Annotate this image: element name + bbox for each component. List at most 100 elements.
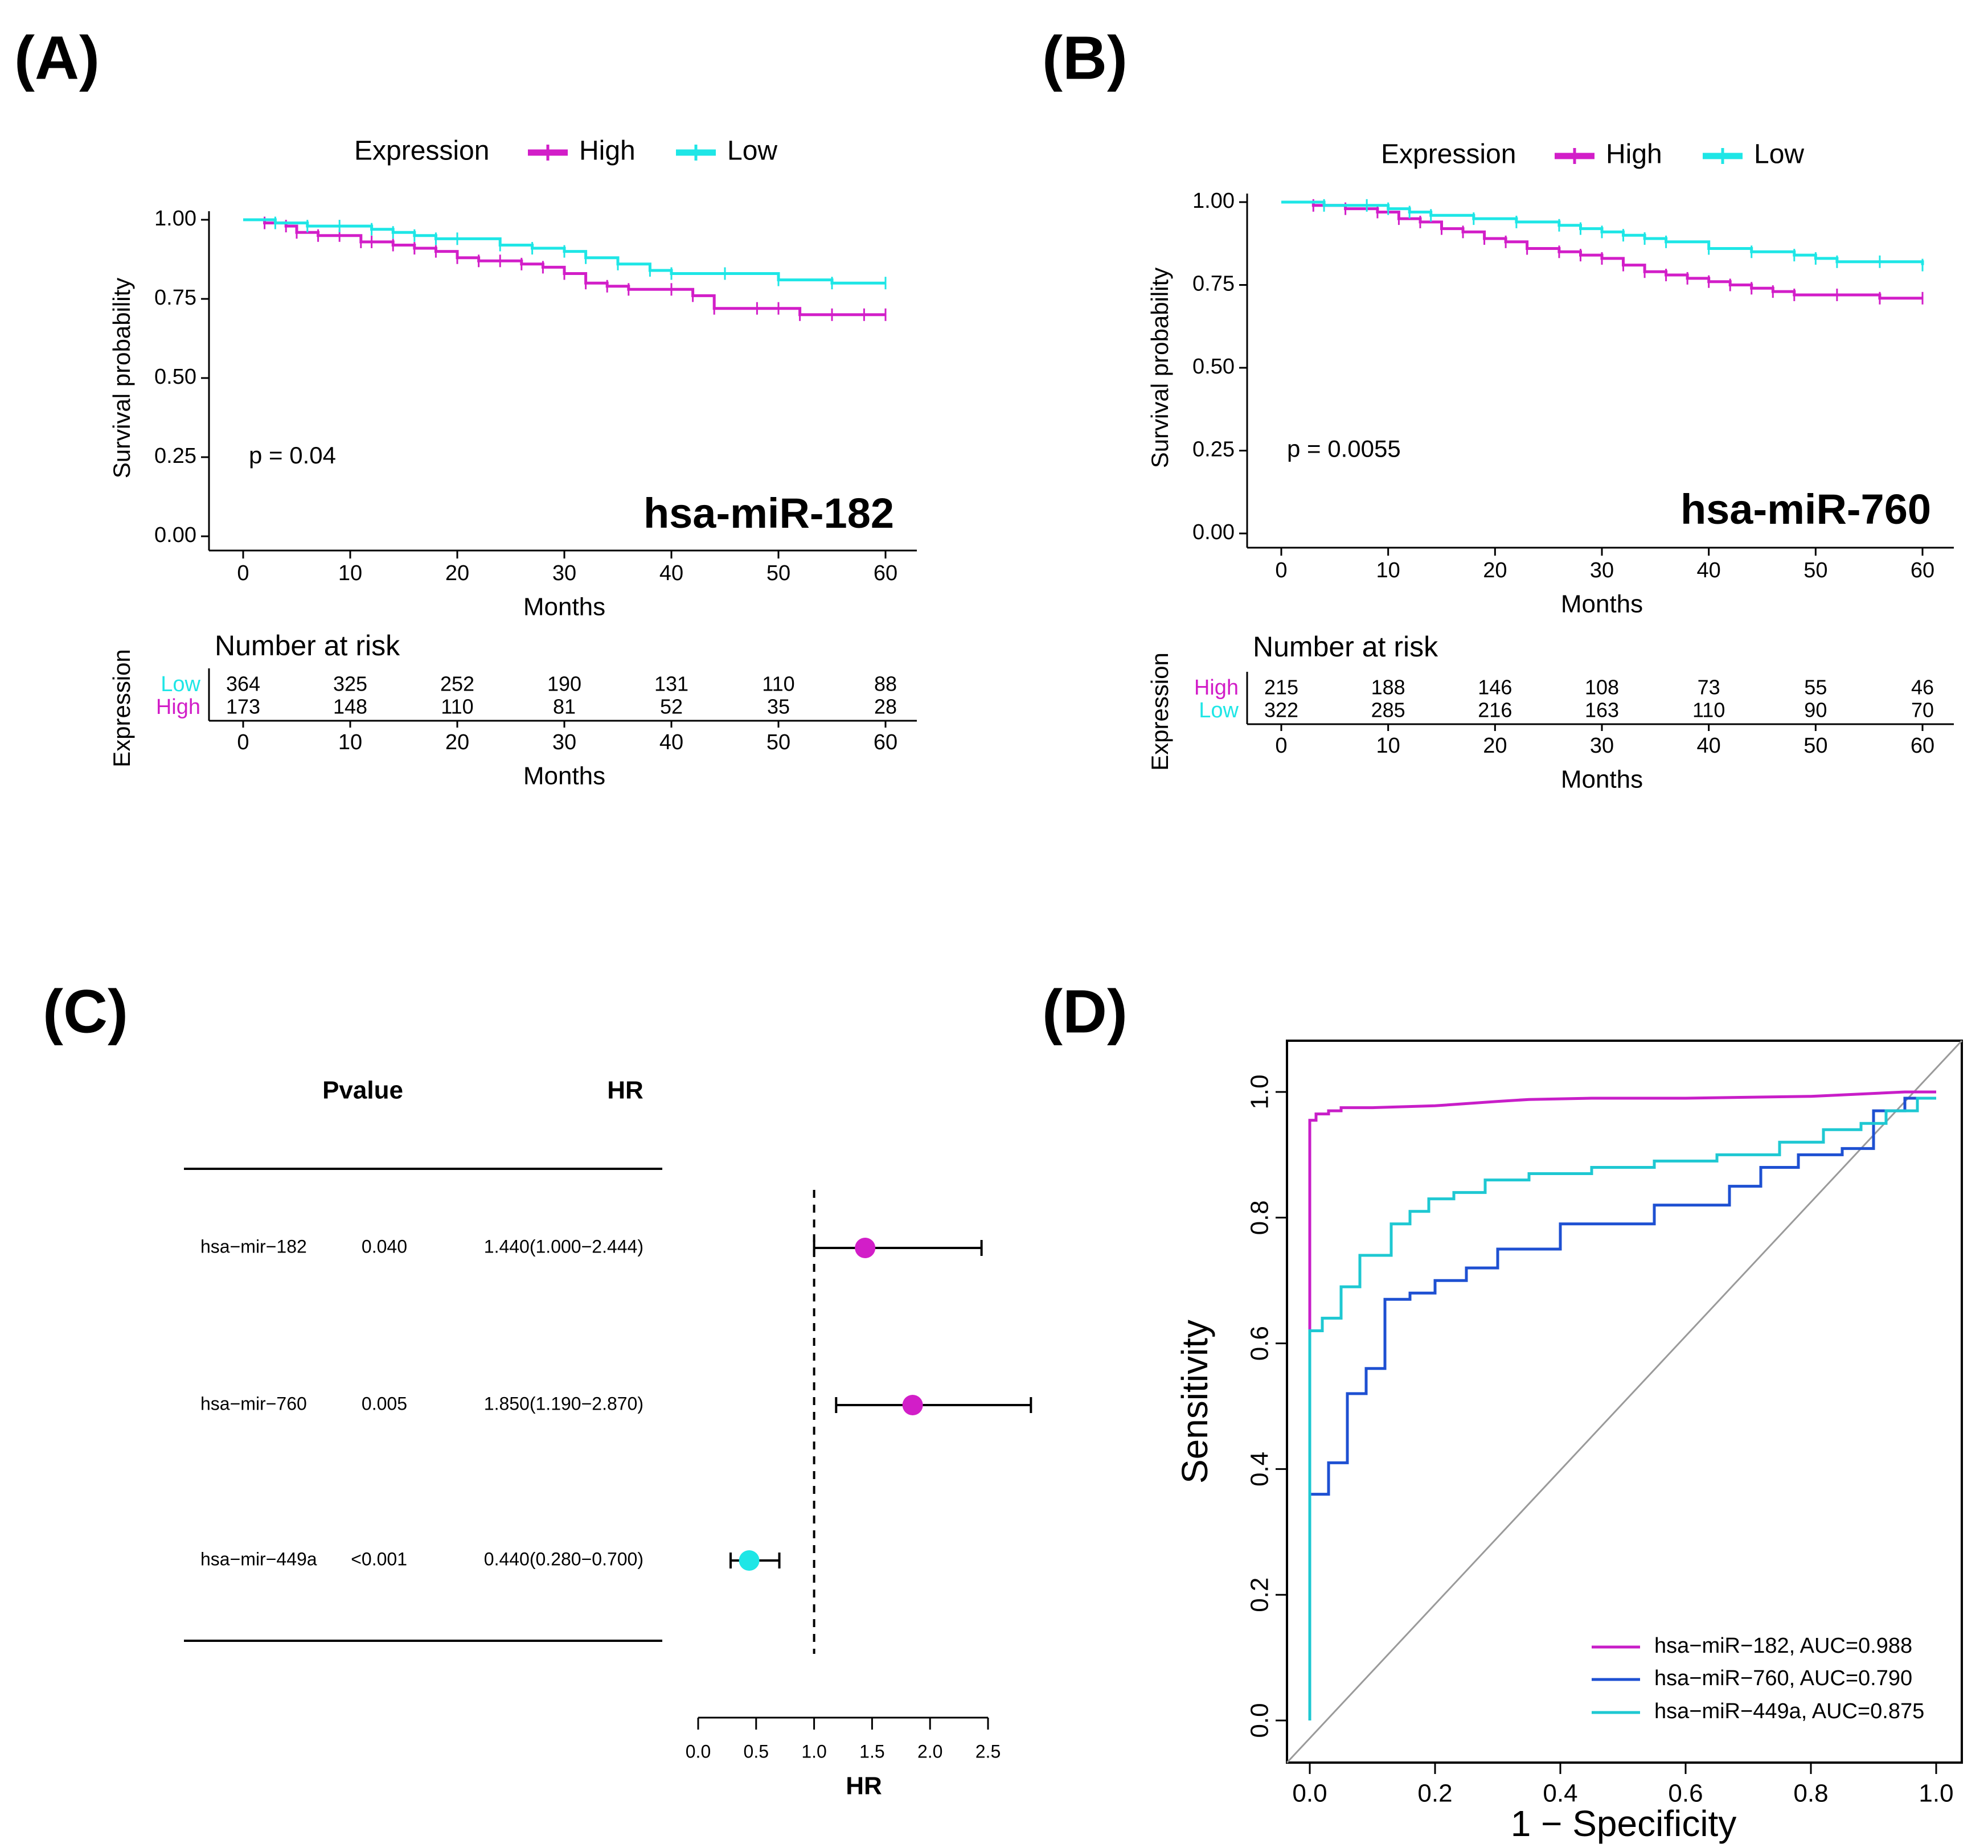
risk-x-tick-label: 0 <box>237 730 249 754</box>
hr-tick-label: 2.5 <box>975 1741 1001 1761</box>
x-tick-label: 0.6 <box>1668 1780 1703 1808</box>
risk-count: 110 <box>762 672 794 696</box>
hr-tick-label: 1.0 <box>801 1741 826 1761</box>
risk-count: 90 <box>1804 699 1827 722</box>
risk-y-axis-title: Expression <box>1146 652 1173 771</box>
gene-title: hsa-miR-182 <box>643 490 894 537</box>
x-tick-label: 0.0 <box>1292 1780 1327 1808</box>
forest-row-hr-text: 1.850(1.190−2.870) <box>484 1393 643 1414</box>
risk-x-tick-label: 20 <box>445 730 469 754</box>
y-tick-label: 1.00 <box>1192 189 1235 213</box>
y-axis-title: Sensitivity <box>1174 1320 1215 1484</box>
risk-count: 216 <box>1478 699 1512 722</box>
x-tick-label: 10 <box>338 561 362 585</box>
risk-row-label-high: High <box>156 695 200 719</box>
hr-tick-label: 2.0 <box>917 1741 942 1761</box>
y-tick-label: 1.0 <box>1246 1074 1274 1109</box>
p-value-label: p = 0.0055 <box>1287 436 1401 462</box>
risk-row-label-low: Low <box>161 672 200 696</box>
legend-title: Expression <box>354 136 489 166</box>
hr-tick-label: 1.5 <box>859 1741 884 1761</box>
hr-point <box>855 1238 876 1258</box>
legend-label: hsa−miR−182, AUC=0.988 <box>1654 1634 1912 1658</box>
y-axis-title: Survival probability <box>108 278 135 479</box>
risk-count: 163 <box>1585 699 1619 722</box>
forest-row-name: hsa−mir−449a <box>200 1549 317 1569</box>
risk-count: 188 <box>1371 676 1405 699</box>
forest-row-name: hsa−mir−760 <box>200 1393 307 1414</box>
risk-x-axis-title: Months <box>1561 766 1643 794</box>
x-tick-label: 30 <box>552 561 576 585</box>
risk-count: 52 <box>660 695 683 718</box>
y-tick-label: 0.25 <box>154 444 196 468</box>
risk-table-title: Number at risk <box>1253 631 1438 663</box>
risk-count: 148 <box>333 695 367 718</box>
x-tick-label: 60 <box>1911 558 1934 582</box>
risk-x-tick-label: 40 <box>659 730 683 754</box>
risk-count: 252 <box>440 672 474 696</box>
y-tick-label: 0.75 <box>1192 272 1235 296</box>
risk-count: 46 <box>1911 676 1934 699</box>
risk-count: 131 <box>654 672 688 696</box>
forest-row-pvalue: 0.005 <box>362 1393 407 1414</box>
y-tick-label: 0.25 <box>1192 438 1235 462</box>
col-header-hr: HR <box>607 1077 643 1104</box>
risk-count: 70 <box>1911 699 1934 722</box>
forest-row-pvalue: 0.040 <box>362 1236 407 1256</box>
y-tick-label: 0.2 <box>1246 1578 1274 1612</box>
risk-x-tick-label: 30 <box>552 730 576 754</box>
gene-title: hsa-miR-760 <box>1680 486 1931 533</box>
risk-count: 55 <box>1804 676 1827 699</box>
risk-count: 322 <box>1264 699 1298 722</box>
risk-table-title: Number at risk <box>215 630 400 662</box>
x-tick-label: 30 <box>1590 558 1614 582</box>
plot-frame <box>1286 1040 1963 1764</box>
x-tick-label: 0 <box>237 561 249 585</box>
risk-x-tick-label: 60 <box>1911 734 1934 758</box>
x-tick-label: 10 <box>1376 558 1400 582</box>
legend-label-high: High <box>1606 139 1662 170</box>
forest-row-hr-text: 0.440(0.280−0.700) <box>484 1549 643 1569</box>
risk-x-axis-title: Months <box>523 762 605 790</box>
y-tick-label: 0.50 <box>154 365 196 389</box>
risk-count: 364 <box>226 672 260 696</box>
hr-axis-title: HR <box>846 1772 882 1800</box>
col-header-pvalue: Pvalue <box>322 1077 403 1104</box>
risk-count: 35 <box>767 695 790 718</box>
risk-row-label-low: Low <box>1199 699 1239 722</box>
legend-label-high: High <box>579 136 636 166</box>
hr-tick-label: 0.5 <box>744 1741 769 1761</box>
risk-x-tick-label: 30 <box>1590 734 1614 758</box>
risk-x-tick-label: 10 <box>338 730 362 754</box>
roc-curve-1 <box>1308 1097 1936 1720</box>
x-tick-label: 0 <box>1275 558 1287 582</box>
hr-tick-label: 0.0 <box>686 1741 711 1761</box>
hr-point <box>902 1395 923 1415</box>
x-tick-label: 20 <box>445 561 469 585</box>
risk-x-tick-label: 60 <box>874 730 897 754</box>
y-tick-label: 0.50 <box>1192 355 1235 379</box>
risk-count: 28 <box>874 695 897 718</box>
legend-label: hsa−miR−449a, AUC=0.875 <box>1654 1699 1924 1723</box>
legend-label-low: Low <box>1754 139 1804 170</box>
risk-count: 81 <box>553 695 576 718</box>
risk-x-tick-label: 20 <box>1483 734 1507 758</box>
risk-count: 173 <box>226 695 260 718</box>
y-tick-label: 1.00 <box>154 207 196 231</box>
y-tick-label: 0.8 <box>1246 1200 1274 1235</box>
forest-row-hr-text: 1.440(1.000−2.444) <box>484 1236 643 1256</box>
p-value-label: p = 0.04 <box>249 442 336 469</box>
forest-row-name: hsa−mir−182 <box>200 1236 307 1256</box>
x-tick-label: 40 <box>1697 558 1721 582</box>
y-tick-label: 0.00 <box>154 523 196 547</box>
risk-x-tick-label: 50 <box>766 730 790 754</box>
x-tick-label: 40 <box>659 561 683 585</box>
x-tick-label: 60 <box>874 561 897 585</box>
x-tick-label: 50 <box>766 561 790 585</box>
risk-x-tick-label: 50 <box>1803 734 1827 758</box>
y-tick-label: 0.4 <box>1246 1452 1274 1486</box>
risk-row-label-high: High <box>1194 676 1239 700</box>
y-tick-label: 0.00 <box>1192 520 1235 544</box>
